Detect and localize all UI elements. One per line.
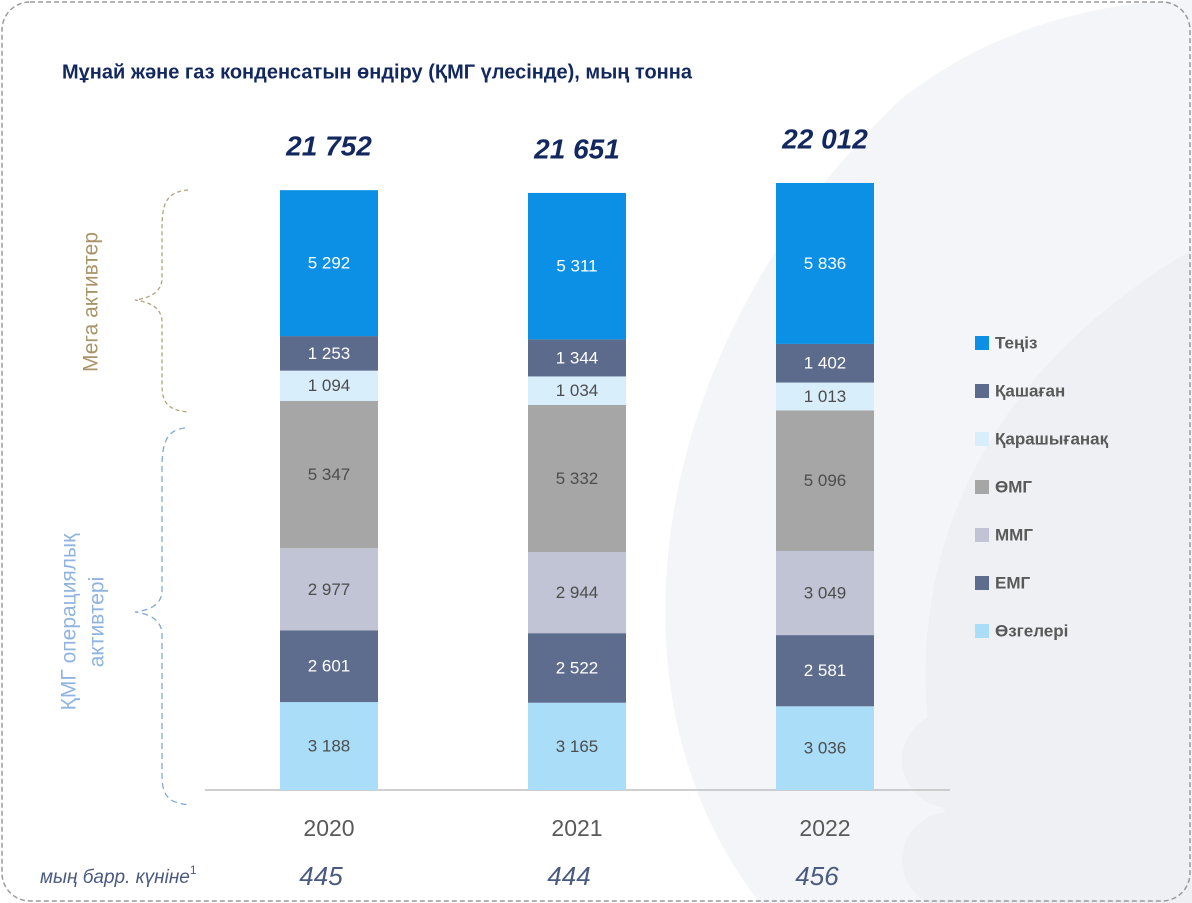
value-label: 5 836 <box>804 254 847 273</box>
legend-swatch <box>975 576 989 590</box>
value-label: 3 036 <box>804 739 847 758</box>
value-label: 3 188 <box>308 737 351 756</box>
value-label: 2 601 <box>308 657 351 676</box>
legend-label: Қарашығанақ <box>995 429 1109 448</box>
operational-label: ҚМГ операциялық <box>58 533 81 710</box>
legend-swatch <box>975 624 989 638</box>
footer-text: мың барр. күніне <box>40 867 190 888</box>
total-label: 21 651 <box>533 133 620 164</box>
x-tick-label: 2022 <box>799 815 850 841</box>
x-tick-label: 2020 <box>303 815 354 841</box>
value-label: 1 034 <box>556 381 599 400</box>
total-label: 21 752 <box>285 131 372 162</box>
value-label: 2 944 <box>556 583 599 602</box>
value-label: 1 094 <box>308 376 351 395</box>
page: Мұнай және газ конденсатын өндіру (ҚМГ ү… <box>0 0 1192 903</box>
footer-note: 1 <box>190 863 197 877</box>
x-tick-label: 2021 <box>551 815 602 841</box>
legend-label: Теңіз <box>995 333 1037 352</box>
value-label: 3 049 <box>804 584 847 603</box>
chart-title: Мұнай және газ конденсатын өндіру (ҚМГ ү… <box>62 61 693 83</box>
value-label: 1 013 <box>804 387 847 406</box>
footer-value: 456 <box>795 861 839 891</box>
chart: Мұнай және газ конденсатын өндіру (ҚМГ ү… <box>0 0 1192 903</box>
operational-label: активтері <box>86 577 109 668</box>
total-label: 22 012 <box>781 123 868 154</box>
value-label: 1 402 <box>804 354 847 373</box>
mega-brace <box>135 190 188 412</box>
legend-swatch <box>975 432 989 446</box>
footer-value: 444 <box>547 861 590 891</box>
legend-swatch <box>975 480 989 494</box>
operational-brace <box>135 428 190 805</box>
legend-swatch <box>975 384 989 398</box>
legend-label: Өзгелері <box>995 621 1068 640</box>
mega-label: Мега активтер <box>80 232 103 372</box>
value-label: 1 253 <box>308 344 351 363</box>
footer-value: 445 <box>299 861 343 891</box>
value-label: 5 347 <box>308 465 351 484</box>
value-label: 5 311 <box>556 257 597 276</box>
value-label: 2 977 <box>308 580 351 599</box>
value-label: 3 165 <box>556 737 599 756</box>
legend-label: Қашаған <box>995 381 1065 400</box>
value-label: 2 581 <box>804 661 847 680</box>
value-label: 5 096 <box>804 471 847 490</box>
legend-swatch <box>975 336 989 350</box>
legend-label: ММГ <box>995 525 1033 544</box>
footer-label: мың барр. күніне1 <box>40 863 197 888</box>
legend-label: ЕМГ <box>995 573 1031 592</box>
value-label: 1 344 <box>556 348 599 367</box>
legend-swatch <box>975 528 989 542</box>
background-decor <box>665 0 1192 903</box>
value-label: 5 292 <box>308 254 351 273</box>
value-label: 5 332 <box>556 469 599 488</box>
value-label: 2 522 <box>556 658 599 677</box>
legend-label: ӨМГ <box>995 477 1032 496</box>
